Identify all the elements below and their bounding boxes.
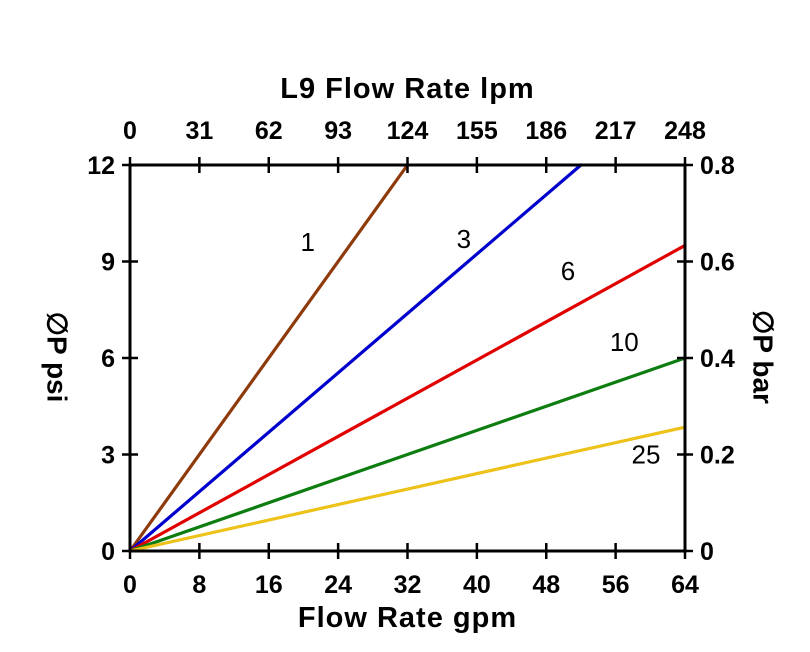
x-tick-label-bottom: 40 [463, 571, 491, 599]
x-tick-label-bottom: 56 [602, 571, 630, 599]
y-tick-label-right: 0.2 [700, 442, 735, 470]
y-tick-label-right: 0.6 [700, 249, 735, 277]
x-tick-label-top: 217 [595, 117, 637, 145]
x-tick-label-top: 155 [456, 117, 498, 145]
x-axis-label-gpm: Flow Rate gpm [297, 602, 518, 634]
x-tick-label-bottom: 8 [192, 571, 206, 599]
y-tick-label-left: 3 [101, 442, 115, 470]
series-line-1 [128, 163, 410, 553]
y-axis-label-psi: ∅P psi [41, 311, 73, 403]
y-tick-label-right: 0.8 [700, 152, 735, 180]
x-tick-label-bottom: 24 [324, 571, 352, 599]
series-line-10 [128, 356, 687, 553]
x-tick-label-bottom: 48 [532, 571, 560, 599]
x-tick-label-top: 248 [664, 117, 706, 145]
chart-title: L9 Flow Rate lpm [280, 73, 535, 105]
y-tick-label-left: 12 [87, 152, 115, 180]
series-label-25: 25 [632, 440, 661, 470]
series-label-6: 6 [561, 256, 575, 286]
x-tick-label-bottom: 32 [394, 571, 422, 599]
x-tick-label-bottom: 0 [123, 571, 137, 599]
series-line-3 [128, 163, 583, 553]
y-tick-label-left: 6 [101, 345, 115, 373]
y-axis-label-bar: ∅P bar [747, 310, 779, 404]
x-tick-label-top: 93 [324, 117, 352, 145]
y-tick-label-left: 9 [101, 249, 115, 277]
series-label-10: 10 [610, 327, 639, 357]
y-tick-label-right: 0.4 [700, 345, 735, 373]
x-tick-label-bottom: 64 [671, 571, 699, 599]
series-line-6 [128, 243, 687, 553]
series-label-3: 3 [457, 224, 471, 254]
x-tick-label-top: 62 [255, 117, 283, 145]
x-tick-label-top: 124 [387, 117, 429, 145]
series-label-1: 1 [301, 227, 315, 257]
plot-frame [128, 163, 687, 553]
x-tick-label-bottom: 16 [255, 571, 283, 599]
x-tick-label-top: 186 [525, 117, 567, 145]
y-tick-label-left: 0 [101, 538, 115, 566]
series-line-25 [128, 425, 687, 553]
y-tick-label-right: 0 [700, 538, 714, 566]
x-tick-label-top: 31 [185, 117, 213, 145]
x-tick-label-top: 0 [123, 117, 137, 145]
